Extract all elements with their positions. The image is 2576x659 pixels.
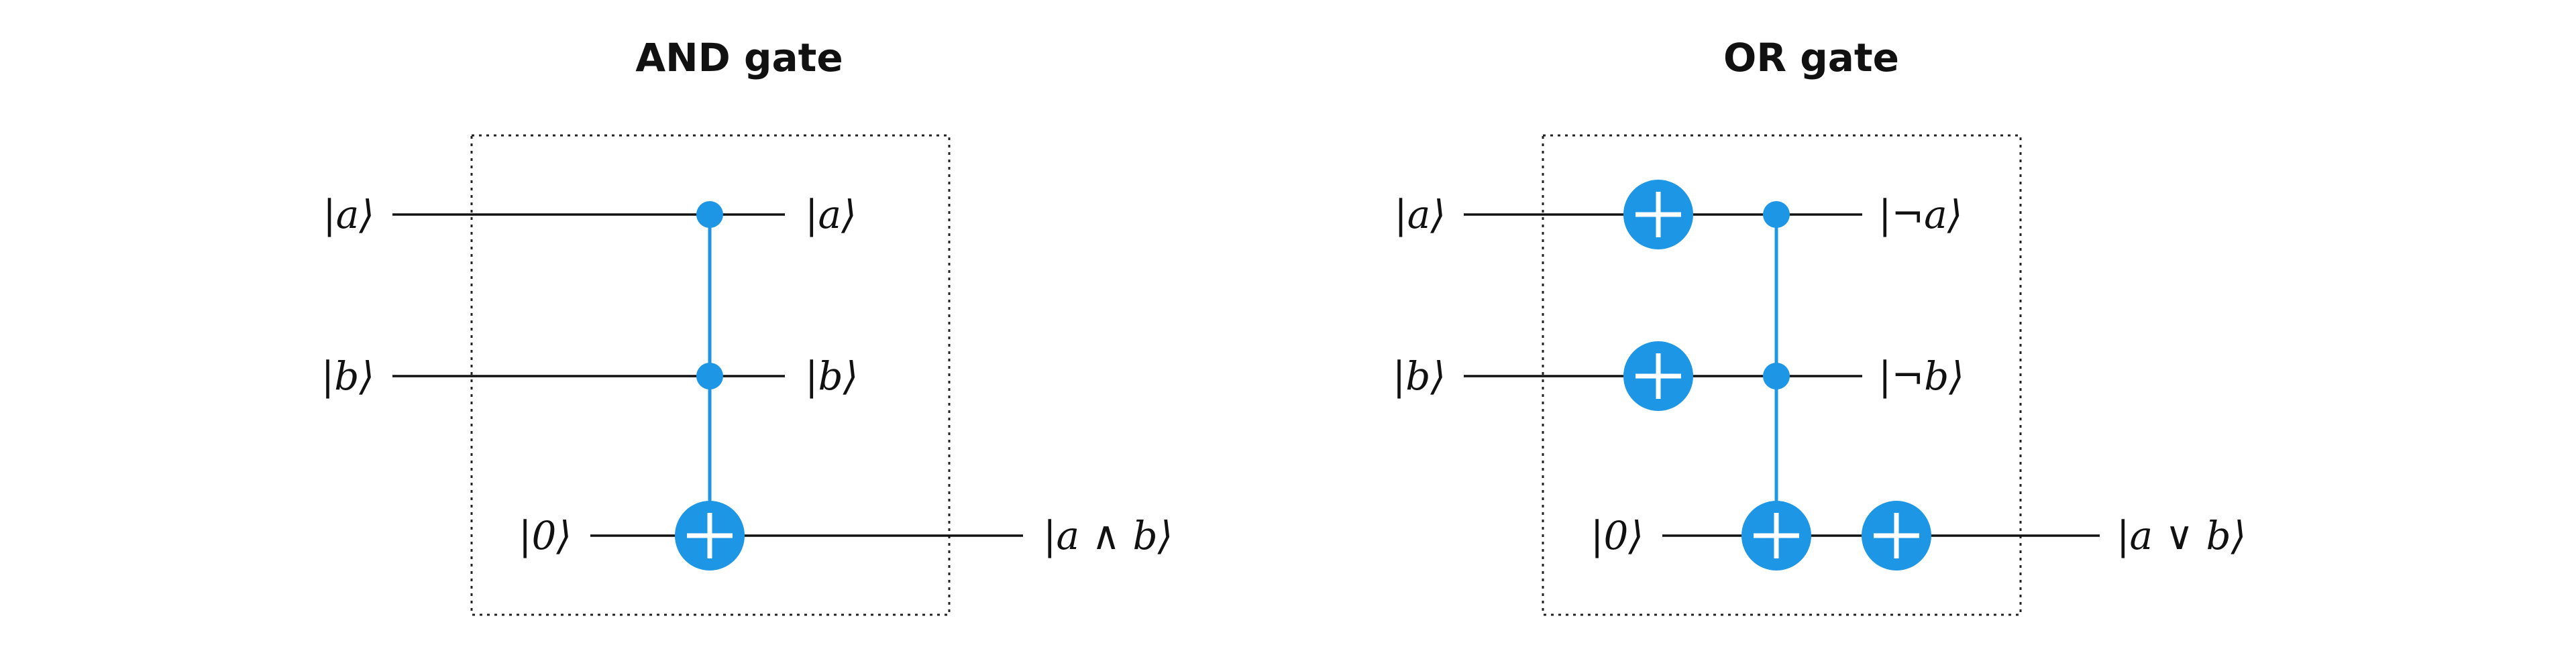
or-input-zero-ket: |0⟩ (1591, 513, 1644, 558)
and-input-zero-ket: |0⟩ (519, 513, 572, 558)
or-input-a-ket: |a⟩ (1394, 192, 1446, 237)
and-control-dot-b (696, 363, 723, 390)
and-output-b-ket: |b⟩ (805, 353, 858, 399)
or-toffoli-target-xor-icon (1741, 501, 1811, 571)
or-output-not-b-ket: |¬b⟩ (1878, 353, 1964, 399)
or-control-dot-b (1763, 363, 1790, 390)
and-target-xor-icon (675, 501, 745, 571)
or-not-gate-output-icon (1862, 501, 1931, 571)
and-gate-title: AND gate (635, 35, 843, 80)
or-control-dot-a (1763, 201, 1790, 228)
and-output-result-ket: |a ∧ b⟩ (1043, 513, 1173, 558)
and-gate-circuit: AND gate |a⟩ |b⟩ |0⟩ |a⟩ |b⟩ |a ∧ b⟩ (321, 35, 1173, 616)
or-gate-title: OR gate (1723, 35, 1899, 80)
and-control-dot-a (696, 201, 723, 228)
or-output-result-ket: |a ∨ b⟩ (2116, 513, 2246, 558)
and-input-a-ket: |a⟩ (323, 192, 374, 237)
or-output-not-a-ket: |¬a⟩ (1878, 192, 1962, 237)
and-output-a-ket: |a⟩ (805, 192, 857, 237)
and-gate-frame (470, 134, 951, 616)
or-not-gate-a-icon (1623, 180, 1693, 249)
or-input-b-ket: |b⟩ (1393, 353, 1446, 399)
and-input-b-ket: |b⟩ (321, 353, 374, 399)
or-gate-frame (1542, 134, 2022, 616)
or-not-gate-b-icon (1623, 341, 1693, 411)
or-gate-circuit: OR gate |a⟩ |b⟩ |0⟩ |¬a⟩ |¬b⟩ |a ∨ b⟩ (1393, 35, 2246, 616)
